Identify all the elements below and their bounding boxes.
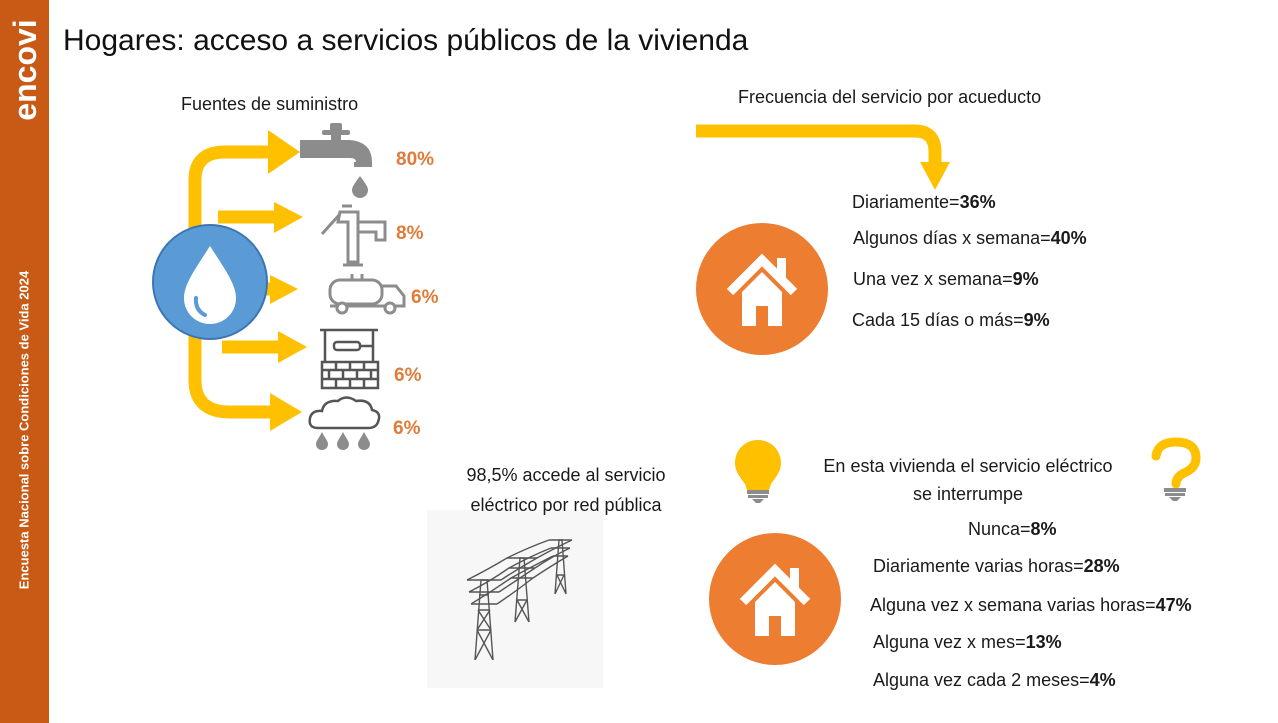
- sidebar: encovi Encuesta Nacional sobre Condicion…: [0, 0, 49, 723]
- electric-access-text: 98,5% accede al servicio eléctrico por r…: [441, 460, 691, 520]
- aqueduct-item: Cada 15 días o más=9%: [852, 310, 1050, 330]
- water-drop-icon: [152, 224, 268, 340]
- encovi-logo: encovi: [8, 19, 42, 120]
- aqueduct-item: Algunos días x semana=40%: [853, 228, 1087, 248]
- electric-access-line1: 98,5% accede al servicio: [466, 465, 666, 485]
- electric-access-line2: eléctrico por red pública: [470, 495, 662, 515]
- interruptions-heading: En esta vivienda el servicio eléctrico s…: [790, 452, 1146, 508]
- house-icon-electric: [709, 533, 841, 665]
- aqueduct-item: Una vez x semana=9%: [853, 269, 1039, 289]
- interruption-item: Alguna vez x semana varias horas=47%: [870, 595, 1192, 615]
- interruptions-heading-line2: se interrumpe: [912, 484, 1024, 504]
- aqueduct-item: Diariamente=36%: [852, 192, 996, 212]
- interruptions-heading-line1: En esta vivienda el servicio eléctrico: [823, 456, 1113, 476]
- water-well-icon: [320, 328, 380, 390]
- water-truck-icon: [328, 274, 406, 315]
- lightbulb-icon: [735, 440, 781, 503]
- svg-text:encovi: encovi: [8, 19, 42, 120]
- percent-rain: 6%: [393, 418, 421, 439]
- hand-pump-icon: [320, 204, 387, 267]
- aqueduct-arrow: [696, 124, 950, 190]
- interruption-item: Diariamente varias horas=28%: [873, 556, 1120, 576]
- house-icon-aqueduct: [696, 223, 828, 355]
- power-lines-image: [427, 510, 603, 688]
- interruption-item: Nunca=8%: [968, 519, 1057, 539]
- supply-heading: Fuentes de suministro: [181, 94, 359, 114]
- water-tap-icon: [300, 123, 372, 198]
- supply-arrowheads: [268, 130, 307, 431]
- rain-cloud-icon: [308, 396, 381, 450]
- page-title: Hogares: acceso a servicios públicos de …: [63, 24, 749, 57]
- percent-pump: 8%: [396, 223, 424, 244]
- interruption-item: Alguna vez cada 2 meses=4%: [873, 670, 1116, 690]
- percent-truck: 6%: [411, 287, 439, 308]
- aqueduct-heading: Frecuencia del servicio por acueducto: [738, 87, 1042, 107]
- question-mark-icon: [1151, 437, 1201, 501]
- percent-well: 6%: [394, 365, 422, 386]
- percent-tap: 80%: [396, 149, 435, 170]
- interruption-item: Alguna vez x mes=13%: [873, 632, 1062, 652]
